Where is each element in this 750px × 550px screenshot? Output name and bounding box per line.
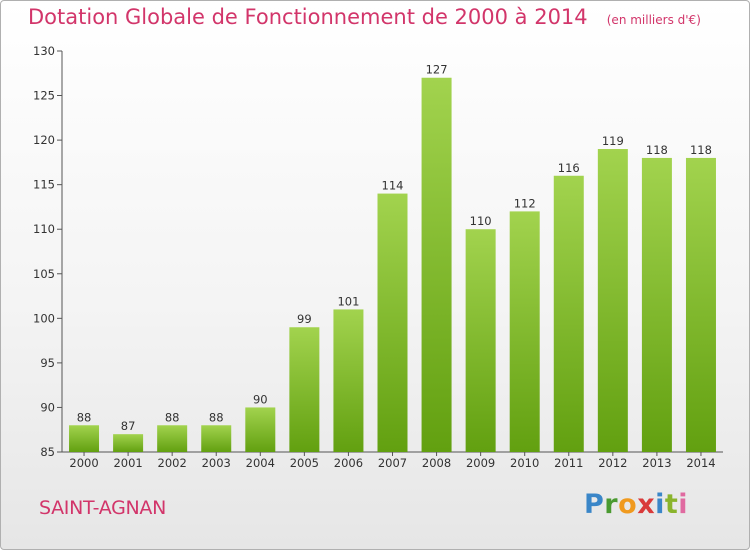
commune-name: SAINT-AGNAN — [39, 497, 167, 519]
x-tick-label-2010: 2010 — [510, 456, 539, 470]
x-tick-label-2004: 2004 — [246, 456, 275, 470]
data-label-2006: 101 — [337, 294, 359, 308]
bar-2010 — [509, 211, 540, 452]
x-tick-label-2014: 2014 — [686, 456, 715, 470]
x-tick-label-2002: 2002 — [158, 456, 187, 470]
bar-2007 — [377, 193, 408, 453]
data-labels: 88 87 88 88 90 99 101 114 127 110 112 116 119 118 118 — [77, 63, 712, 433]
y-tick-label: 125 — [33, 89, 55, 103]
x-tick-label-2009: 2009 — [466, 456, 495, 470]
bar-2008 — [421, 77, 452, 452]
data-label-2013: 118 — [646, 143, 668, 157]
y-tick-label: 95 — [40, 356, 55, 370]
bar-2012 — [597, 149, 628, 452]
x-tick-label-2011: 2011 — [554, 456, 583, 470]
bar-2014 — [685, 157, 716, 452]
y-tick-label: 90 — [40, 400, 55, 414]
data-label-2002: 88 — [165, 410, 180, 424]
y-tick-label: 100 — [33, 311, 55, 325]
data-label-2000: 88 — [77, 410, 92, 424]
y-tick-label: 105 — [33, 267, 55, 281]
bar-2005 — [289, 327, 320, 452]
data-label-2008: 127 — [426, 63, 448, 77]
bar-2001 — [113, 434, 144, 452]
x-tick-label-2012: 2012 — [598, 456, 627, 470]
data-label-2004: 90 — [253, 392, 268, 406]
chart-subtitle: (en milliers d'€) — [606, 13, 701, 27]
chart-title: Dotation Globale de Fonctionnement de 20… — [28, 5, 588, 29]
data-label-2011: 116 — [558, 161, 580, 175]
bar-2000 — [69, 425, 100, 452]
y-tick-label: 130 — [33, 44, 55, 58]
x-tick-label-2008: 2008 — [422, 456, 451, 470]
y-tick-label: 110 — [33, 222, 55, 236]
x-tick-label-2001: 2001 — [113, 456, 142, 470]
data-label-2009: 110 — [470, 214, 492, 228]
data-label-2012: 119 — [602, 134, 624, 148]
data-label-2001: 87 — [121, 419, 136, 433]
y-tick-label: 85 — [40, 445, 55, 459]
bar-2002 — [157, 425, 188, 452]
data-label-2007: 114 — [382, 179, 404, 193]
x-tick-label-2006: 2006 — [334, 456, 363, 470]
x-tick-label-2003: 2003 — [202, 456, 231, 470]
x-tick-label-2007: 2007 — [378, 456, 407, 470]
x-tick-label-2005: 2005 — [290, 456, 319, 470]
y-tick-label: 115 — [33, 178, 55, 192]
data-label-2010: 112 — [514, 196, 536, 210]
x-tick-label-2000: 2000 — [69, 456, 98, 470]
data-label-2014: 118 — [690, 143, 712, 157]
proxiti-logo: Proxiti — [584, 489, 689, 520]
title-row: Dotation Globale de Fonctionnement de 20… — [28, 5, 701, 29]
bar-2011 — [553, 175, 584, 452]
x-tick-label-2013: 2013 — [642, 456, 671, 470]
bar-2009 — [465, 229, 496, 452]
data-label-2005: 99 — [297, 312, 312, 326]
bar-2003 — [201, 425, 232, 452]
data-label-2003: 88 — [209, 410, 224, 424]
bar-2004 — [245, 407, 276, 452]
bars — [69, 77, 716, 453]
y-tick-label: 120 — [33, 133, 55, 147]
bar-2006 — [333, 309, 364, 452]
bar-2013 — [641, 157, 672, 452]
axes: 85 90 95 100 105 110 115 120 125 130 2000 2001 2002 2… — [33, 44, 723, 470]
